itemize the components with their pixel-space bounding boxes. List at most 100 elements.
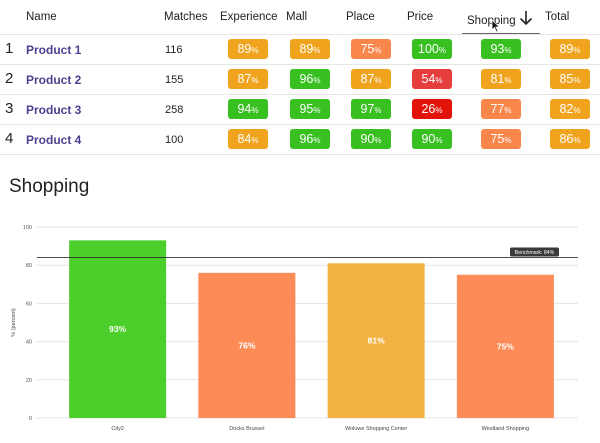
- score-value: 54: [421, 72, 436, 86]
- matches-count: 155: [165, 74, 184, 86]
- score-badge: 77%: [481, 99, 521, 119]
- row-number: 1: [5, 40, 14, 57]
- score-value: 90: [421, 132, 436, 146]
- y-tick-label: 100: [23, 225, 32, 231]
- percent-sign: %: [374, 46, 382, 55]
- score-badge: 96%: [290, 69, 330, 89]
- row-number: 2: [5, 70, 14, 87]
- score-value: 85: [559, 72, 574, 86]
- percent-sign: %: [313, 106, 321, 115]
- header-price[interactable]: Price: [407, 11, 434, 23]
- chart-title: Shopping: [9, 176, 90, 197]
- percent-sign: %: [374, 76, 382, 85]
- bar-value-label: 76%: [238, 340, 255, 350]
- percent-sign: %: [435, 136, 443, 145]
- score-badge: 90%: [412, 129, 452, 149]
- score-badge: 97%: [351, 99, 391, 119]
- product-name-link[interactable]: Product 2: [26, 73, 82, 87]
- percent-sign: %: [504, 76, 512, 85]
- score-value: 89: [299, 42, 314, 56]
- percent-sign: %: [374, 106, 382, 115]
- x-category-label: Westland Shopping: [482, 426, 530, 432]
- header-total[interactable]: Total: [545, 11, 570, 23]
- percent-sign: %: [435, 106, 443, 115]
- score-value: 90: [360, 132, 375, 146]
- score-badge: 93%: [481, 39, 521, 59]
- shopping-bar-chart: 0 20 40 60 80 100 % (percent) 93% City2 76% Docks …: [11, 225, 578, 432]
- score-badge: 87%: [228, 69, 268, 89]
- percent-sign: %: [251, 76, 259, 85]
- matches-count: 116: [165, 44, 183, 56]
- header-name[interactable]: Name: [26, 11, 57, 23]
- score-value: 97: [360, 102, 375, 116]
- benchmark-label: Benchmark: 84%: [515, 250, 555, 256]
- header-shopping[interactable]: Shopping: [467, 15, 516, 27]
- percent-sign: %: [573, 136, 581, 145]
- product-name-link[interactable]: Product 1: [26, 43, 82, 57]
- table-row: 2 Product 2 155 87% 96% 87% 54% 81% 85%: [0, 65, 600, 95]
- header-mall[interactable]: Mall: [286, 11, 308, 23]
- arrow-down-icon[interactable]: [519, 10, 533, 26]
- score-value: 100: [418, 42, 439, 56]
- header-matches[interactable]: Matches: [164, 11, 208, 23]
- score-badge: 84%: [228, 129, 268, 149]
- y-tick-label: 40: [26, 340, 32, 346]
- x-category-label: Woluwe Shopping Center: [345, 426, 407, 432]
- y-tick-label: 0: [29, 416, 32, 422]
- score-badge: 87%: [351, 69, 391, 89]
- product-name-link[interactable]: Product 3: [26, 103, 82, 117]
- score-value: 75: [490, 132, 505, 146]
- score-badge: 86%: [550, 129, 590, 149]
- score-badge: 54%: [412, 69, 452, 89]
- percent-sign: %: [251, 136, 259, 145]
- table-row: 3 Product 3 258 94% 95% 97% 26% 77% 82%: [0, 95, 600, 125]
- percent-sign: %: [573, 106, 581, 115]
- header-experience[interactable]: Experience: [220, 11, 278, 23]
- score-badge: 89%: [550, 39, 590, 59]
- bar: [198, 272, 296, 418]
- percent-sign: %: [313, 136, 321, 145]
- score-value: 94: [237, 102, 252, 116]
- score-value: 77: [490, 102, 505, 116]
- bar-value-label: 75%: [497, 341, 514, 351]
- score-badge: 94%: [228, 99, 268, 119]
- mouse-pointer-icon: [491, 19, 501, 33]
- percent-sign: %: [438, 46, 446, 55]
- score-value: 89: [237, 42, 252, 56]
- percent-sign: %: [435, 76, 443, 85]
- y-tick-label: 20: [26, 378, 32, 384]
- table-row: 4 Product 4 100 84% 96% 90% 90% 75% 86%: [0, 125, 600, 155]
- table-row: 1 Product 1 116 89% 89% 75% 100% 93% 89%: [0, 35, 600, 65]
- y-tick-label: 60: [26, 301, 32, 307]
- benchmark-tag: [510, 247, 559, 257]
- percent-sign: %: [374, 136, 382, 145]
- score-badge: 26%: [412, 99, 452, 119]
- product-name-link[interactable]: Product 4: [26, 133, 82, 147]
- percent-sign: %: [504, 46, 512, 55]
- score-badge: 89%: [290, 39, 330, 59]
- percent-sign: %: [251, 106, 259, 115]
- score-value: 87: [360, 72, 375, 86]
- score-value: 87: [237, 72, 252, 86]
- y-tick-label: 80: [26, 263, 32, 269]
- score-value: 75: [360, 42, 375, 56]
- score-badge: 81%: [481, 69, 521, 89]
- score-badge: 85%: [550, 69, 590, 89]
- percent-sign: %: [313, 76, 321, 85]
- row-number: 3: [5, 100, 14, 117]
- score-badge: 89%: [228, 39, 268, 59]
- score-value: 95: [299, 102, 314, 116]
- score-value: 86: [559, 132, 574, 146]
- score-value: 84: [237, 132, 252, 146]
- score-badge: 95%: [290, 99, 330, 119]
- header-divider: [0, 34, 600, 35]
- score-value: 93: [490, 42, 505, 56]
- header-place[interactable]: Place: [346, 11, 375, 23]
- bar-value-label: 81%: [368, 336, 385, 346]
- row-number: 4: [5, 130, 14, 147]
- matches-count: 100: [165, 134, 184, 146]
- score-badge: 82%: [550, 99, 590, 119]
- bar: [456, 274, 554, 418]
- x-category-label: Docks Bruxsel: [229, 426, 264, 432]
- score-value: 81: [490, 72, 505, 86]
